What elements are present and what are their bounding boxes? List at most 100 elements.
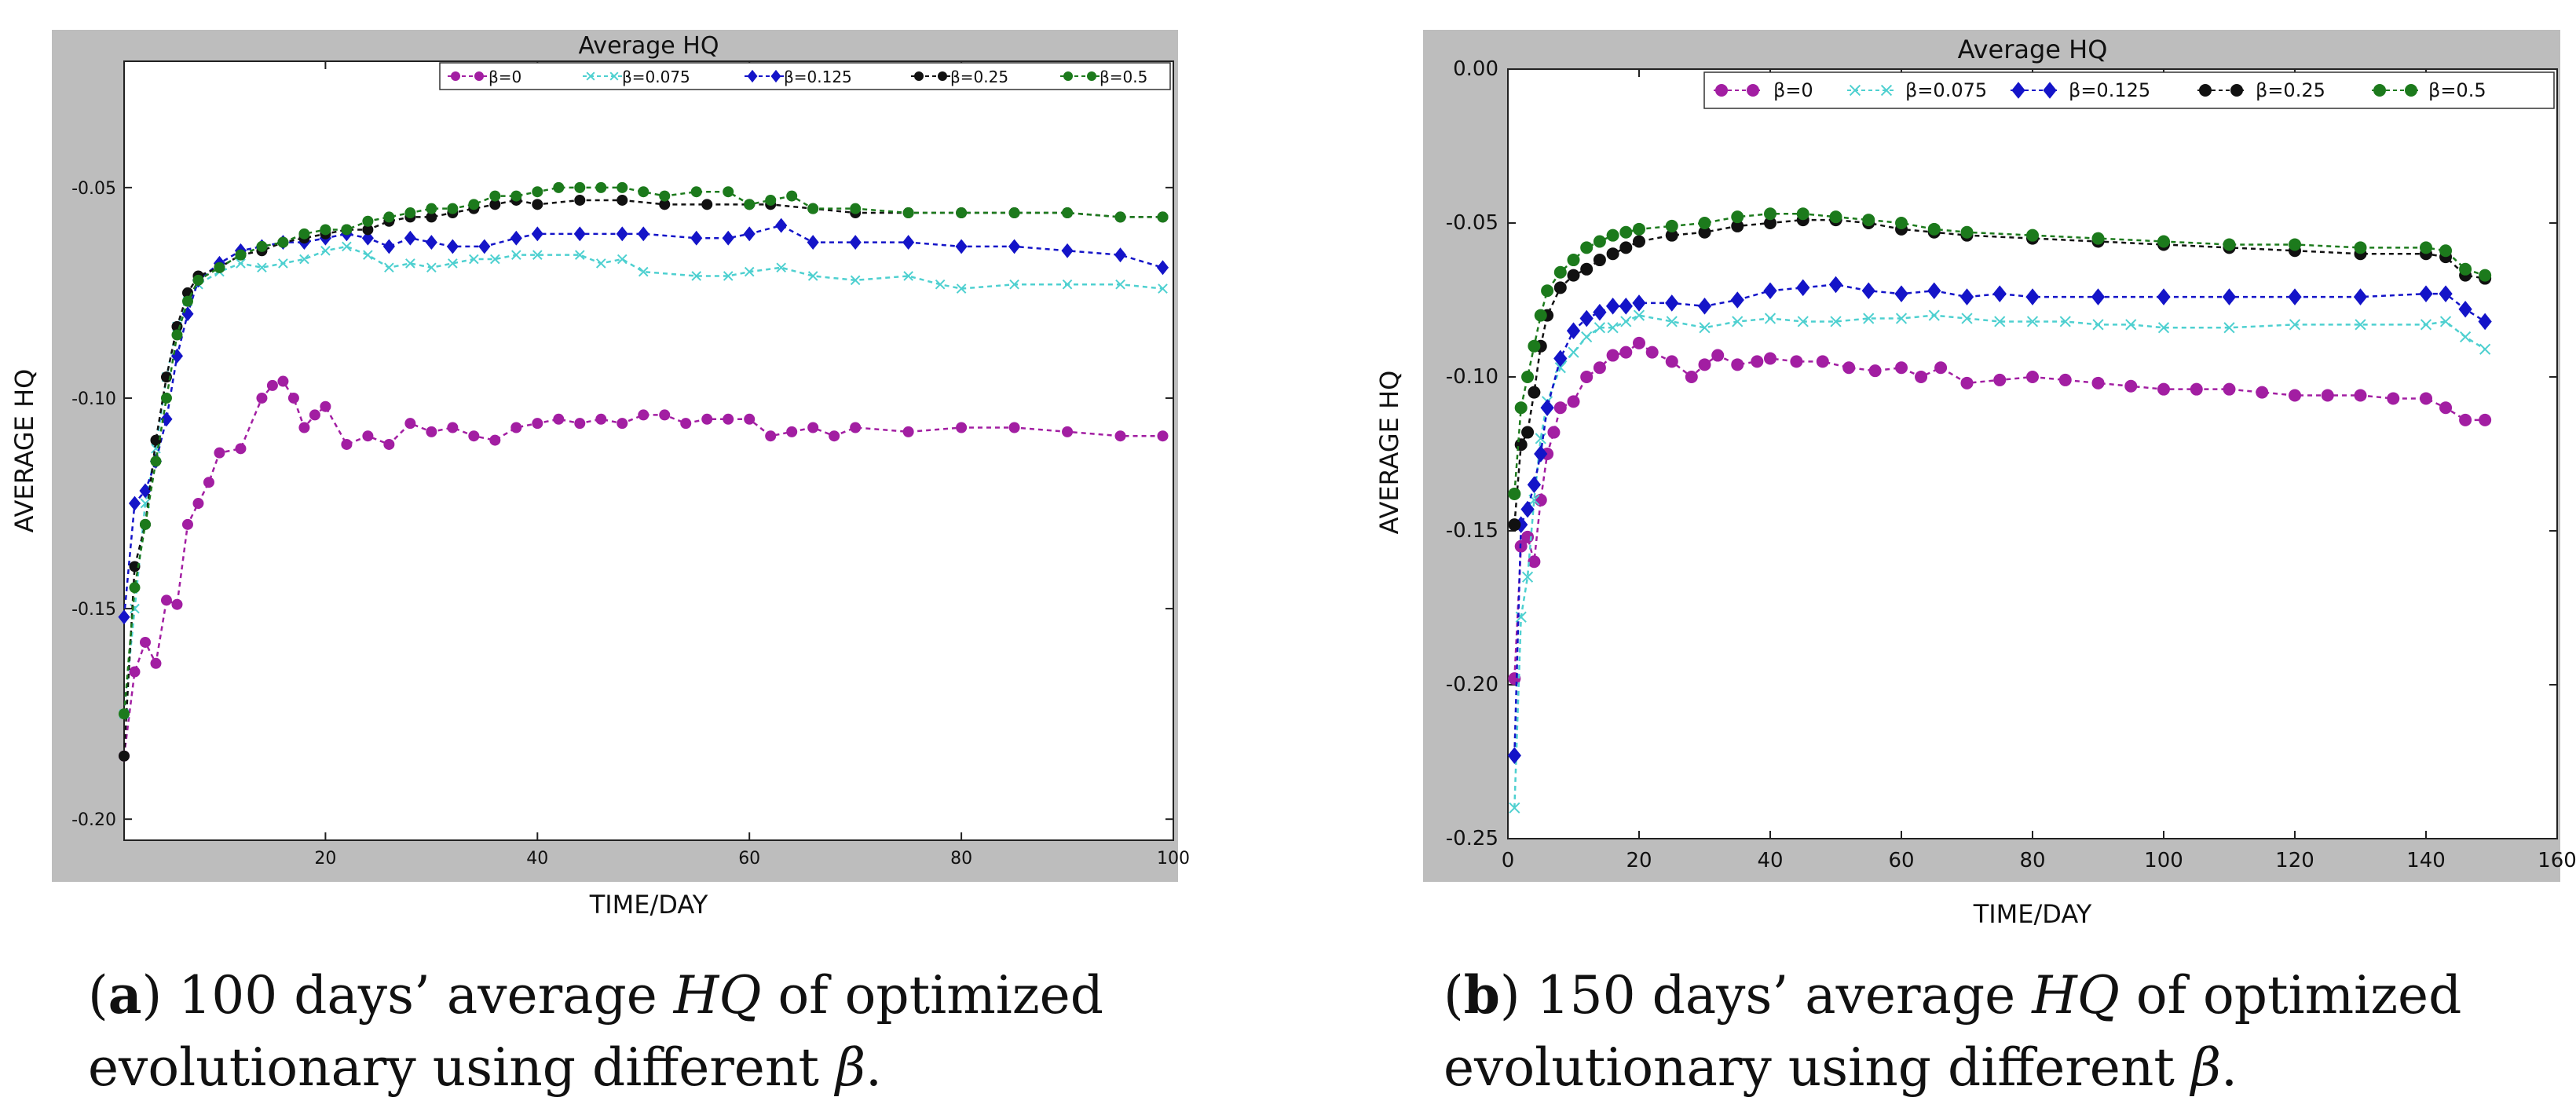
data-point-b0125 [404, 230, 416, 246]
data-point-b05 [341, 224, 353, 236]
data-point-b0 [1868, 364, 1882, 378]
data-point-b0125 [743, 226, 756, 242]
data-point-b0 [266, 379, 278, 391]
data-point-b0125 [1992, 285, 2007, 302]
legend-entry-beta-0: β=0 [448, 68, 521, 86]
data-point-b0 [1580, 371, 1594, 383]
data-point-b05 [489, 190, 501, 202]
data-point-b05 [298, 228, 310, 240]
legend-entry-beta-0075: β=0.075 [1847, 79, 1987, 101]
data-point-b05 [404, 207, 416, 219]
series-b05 [119, 181, 1169, 720]
data-point-b0 [2439, 401, 2453, 415]
caption-a-open: ( [88, 965, 108, 1026]
caption-a-line2: evolutionary using different β. [88, 1037, 882, 1098]
legend-label-beta-0075: β=0.075 [1905, 79, 1987, 101]
data-point-b0125 [1959, 288, 1974, 305]
data-point-b0125 [849, 235, 862, 250]
data-point-b05 [850, 203, 862, 214]
data-point-b05 [553, 181, 565, 193]
data-point-b0075 [1994, 316, 2006, 327]
data-point-b025 [1508, 518, 1521, 532]
data-point-b0125 [1507, 747, 1521, 764]
data-point-b0125 [2222, 288, 2237, 305]
data-point-b0 [1751, 355, 1764, 368]
legend-label-beta-05: β=0.5 [1100, 68, 1147, 86]
data-point-b05 [1062, 207, 1074, 219]
legend-marker-b0075 [609, 71, 619, 81]
data-point-b0075 [595, 258, 606, 269]
data-point-b0 [595, 413, 607, 425]
data-point-b0075 [903, 271, 913, 281]
legend-marker-b05 [1087, 71, 1096, 81]
chart-a-xlabel: TIME/DAY [589, 890, 708, 920]
data-point-b0125 [118, 609, 130, 625]
data-point-b0075 [1509, 802, 1520, 814]
chart-a-ticks: -0.20 -0.15 -0.10 -0.05 20 40 60 80 100 [71, 61, 1190, 869]
data-point-b0125 [955, 239, 968, 254]
data-point-b0 [192, 498, 204, 510]
y-tick-label: -0.10 [71, 389, 116, 409]
data-point-b0075 [723, 271, 734, 281]
data-point-b05 [1553, 265, 1567, 279]
data-point-b0 [2124, 379, 2138, 393]
x-tick-label: 100 [1157, 849, 1190, 869]
legend-marker-b025 [2199, 84, 2212, 97]
chart-panel-b: Average HQ TIME/DAY AVERAGE HQ -0.25-0.2… [1374, 30, 2576, 929]
series-b05 [1508, 207, 2492, 500]
data-point-b0125 [1156, 260, 1169, 276]
data-point-b025 [617, 194, 628, 206]
data-point-b05 [1764, 207, 1776, 221]
data-point-b05 [192, 274, 204, 286]
data-point-b0125 [2025, 288, 2040, 305]
data-point-b05 [2223, 238, 2236, 251]
data-point-b05 [235, 249, 247, 261]
data-point-b0 [426, 426, 437, 437]
data-point-b0125 [1632, 294, 1646, 312]
data-point-b025 [426, 211, 437, 223]
data-point-b05 [2157, 235, 2170, 248]
data-point-b05 [2354, 241, 2367, 254]
x-tick-label: 40 [1757, 849, 1783, 872]
caption-a-text: ) 100 days’ average [142, 965, 674, 1026]
x-tick-label: 160 [2538, 849, 2576, 872]
data-point-b0075 [1961, 313, 1973, 324]
legend-label-beta-0125: β=0.125 [2069, 79, 2150, 101]
data-point-b0 [510, 422, 522, 433]
data-point-b0 [1790, 355, 1803, 368]
data-point-b05 [277, 236, 289, 248]
chart-b-series [1507, 207, 2492, 814]
data-point-b0 [1645, 346, 1659, 359]
data-point-b0 [2026, 371, 2039, 383]
chart-a-legend-box [439, 62, 1171, 90]
data-point-b0075 [2459, 331, 2472, 343]
chart-panel-a: Average HQ TIME/DAY AVERAGE HQ -0.20 -0.1… [9, 30, 1190, 920]
data-point-b0 [2321, 389, 2334, 402]
data-point-b0 [850, 422, 862, 433]
data-point-b0075 [807, 271, 818, 281]
data-point-b05 [690, 186, 702, 198]
caption-b-period: . [2221, 1037, 2238, 1098]
data-point-b0 [277, 375, 289, 387]
data-point-b0075 [2157, 322, 2170, 334]
data-point-b0075 [299, 254, 309, 265]
data-point-b0 [341, 438, 353, 450]
y-tick-label: -0.20 [1446, 673, 1498, 697]
data-point-b0125 [1593, 303, 1607, 321]
legend-marker-b0075 [586, 71, 595, 81]
legend-marker-b025 [914, 71, 924, 81]
data-point-b05 [214, 261, 225, 273]
x-tick-label: 100 [2144, 849, 2183, 872]
data-point-b0075 [1928, 309, 1940, 321]
data-point-b0075 [638, 266, 649, 277]
data-point-b0125 [531, 226, 543, 242]
data-point-b05 [1665, 219, 1678, 232]
data-point-b05 [2091, 232, 2105, 245]
data-point-b0 [659, 409, 671, 421]
data-point-b0 [171, 598, 183, 610]
data-point-b0075 [342, 241, 352, 252]
legend-label-beta-0075: β=0.075 [622, 68, 690, 86]
x-tick-label: 0 [1502, 849, 1515, 872]
data-point-b0075 [2059, 316, 2071, 327]
data-point-b0 [2190, 382, 2203, 396]
